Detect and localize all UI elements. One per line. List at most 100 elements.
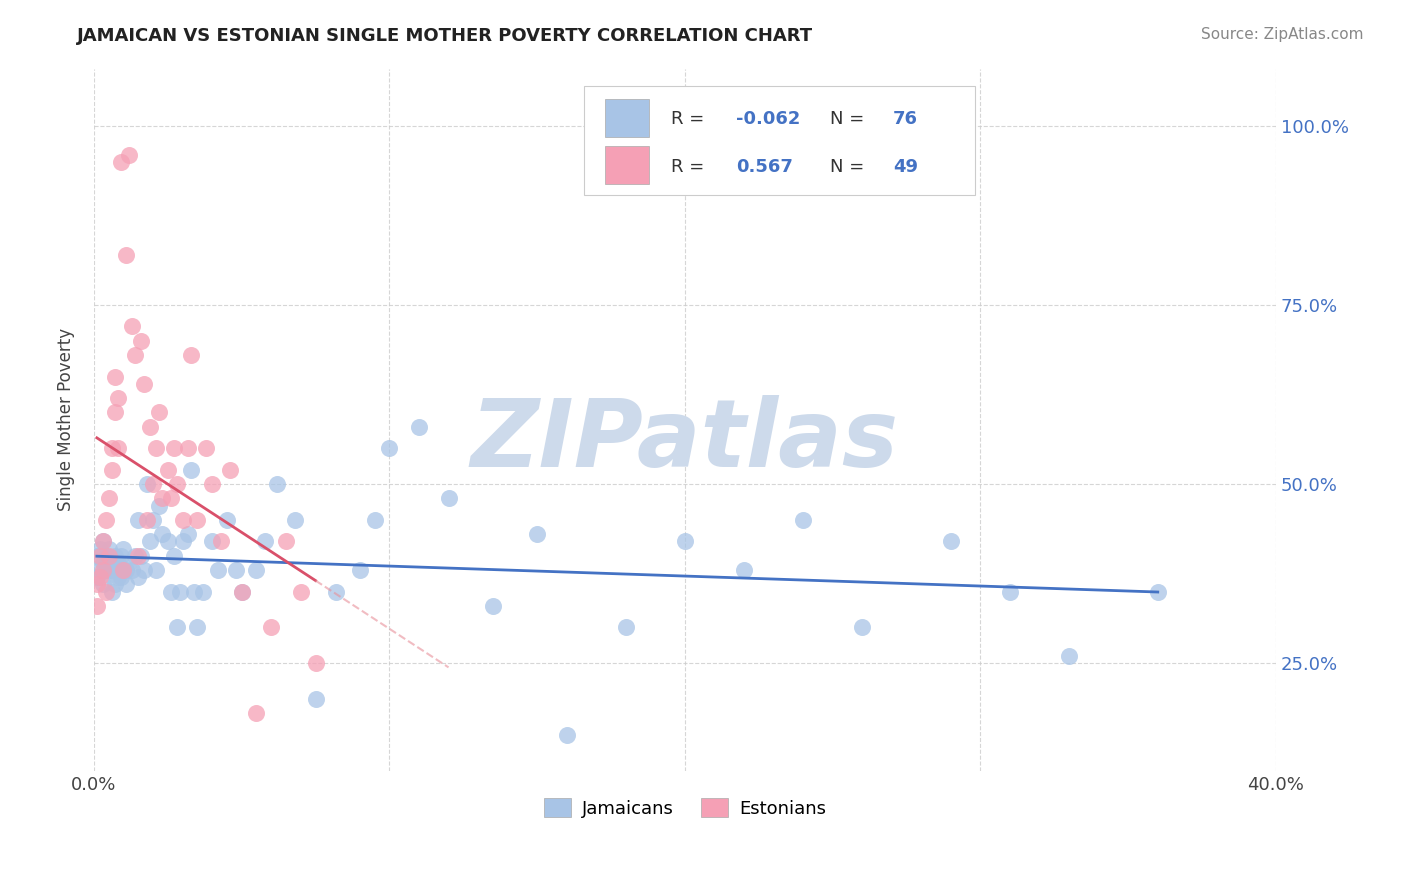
Text: R =: R = (671, 158, 716, 176)
Point (163, 442, 186, 456)
Point (86, 577, 108, 591)
FancyBboxPatch shape (585, 86, 974, 195)
Point (112, 563, 135, 577)
Point (156, 534, 179, 549)
Point (100, 563, 122, 577)
Point (363, 513, 385, 527)
Point (107, 556, 129, 570)
Point (134, 376, 156, 391)
Point (437, 491, 460, 506)
Point (180, 348, 202, 362)
Point (127, 513, 149, 527)
Point (115, 563, 138, 577)
Point (284, 513, 307, 527)
Point (145, 563, 167, 577)
Point (86, 570, 108, 584)
Point (115, 248, 138, 262)
Point (89, 570, 111, 584)
Point (89, 541, 111, 556)
Point (112, 541, 135, 556)
Point (129, 334, 152, 348)
Point (304, 692, 326, 706)
Point (183, 584, 205, 599)
Point (166, 620, 188, 634)
Point (266, 477, 288, 491)
Point (156, 463, 179, 477)
FancyBboxPatch shape (605, 145, 650, 185)
Legend: Jamaicans, Estonians: Jamaicans, Estonians (537, 791, 834, 825)
Point (104, 556, 127, 570)
Point (107, 442, 129, 456)
Point (851, 620, 873, 634)
Text: Source: ZipAtlas.com: Source: ZipAtlas.com (1201, 27, 1364, 42)
Point (225, 563, 247, 577)
Point (186, 513, 208, 527)
Point (349, 563, 371, 577)
Point (112, 563, 135, 577)
Point (1057, 648, 1080, 663)
Point (121, 563, 143, 577)
Point (91, 534, 114, 549)
Text: 76: 76 (893, 110, 918, 128)
Point (145, 442, 167, 456)
Point (526, 527, 548, 541)
Point (555, 728, 578, 742)
Point (94, 563, 117, 577)
Point (169, 584, 191, 599)
Point (218, 463, 240, 477)
Point (100, 442, 122, 456)
Point (104, 549, 127, 563)
Point (89, 563, 111, 577)
Text: -0.062: -0.062 (735, 110, 800, 128)
Point (201, 477, 224, 491)
Point (195, 442, 218, 456)
Point (733, 563, 755, 577)
Point (100, 463, 122, 477)
Point (100, 584, 122, 599)
Point (172, 513, 194, 527)
Point (177, 442, 200, 456)
Point (201, 534, 224, 549)
Point (150, 491, 173, 506)
Point (274, 534, 297, 549)
Point (104, 369, 127, 384)
Point (231, 584, 253, 599)
Point (150, 527, 173, 541)
Point (124, 549, 146, 563)
Point (94, 584, 117, 599)
Point (159, 584, 181, 599)
Point (245, 563, 267, 577)
Text: 49: 49 (893, 158, 918, 176)
Point (127, 570, 149, 584)
Point (148, 499, 170, 513)
Point (121, 319, 143, 334)
Text: R =: R = (671, 110, 710, 128)
Point (97, 541, 120, 556)
Point (110, 154, 132, 169)
Point (89, 549, 111, 563)
Point (614, 620, 637, 634)
Point (97, 563, 120, 577)
FancyBboxPatch shape (605, 99, 650, 137)
Text: N =: N = (831, 158, 870, 176)
Point (94, 549, 117, 563)
Point (91, 563, 114, 577)
Point (325, 584, 347, 599)
Point (91, 534, 114, 549)
Point (104, 405, 127, 419)
Point (1146, 584, 1168, 599)
Y-axis label: Single Mother Poverty: Single Mother Poverty (58, 328, 75, 511)
Point (94, 513, 117, 527)
Point (939, 534, 962, 549)
Point (304, 657, 326, 671)
Point (97, 549, 120, 563)
Point (482, 599, 505, 613)
Point (172, 534, 194, 549)
Point (115, 577, 138, 591)
Point (193, 584, 215, 599)
Point (86, 549, 108, 563)
Point (378, 442, 401, 456)
Point (166, 477, 188, 491)
Point (186, 620, 208, 634)
Point (673, 534, 696, 549)
